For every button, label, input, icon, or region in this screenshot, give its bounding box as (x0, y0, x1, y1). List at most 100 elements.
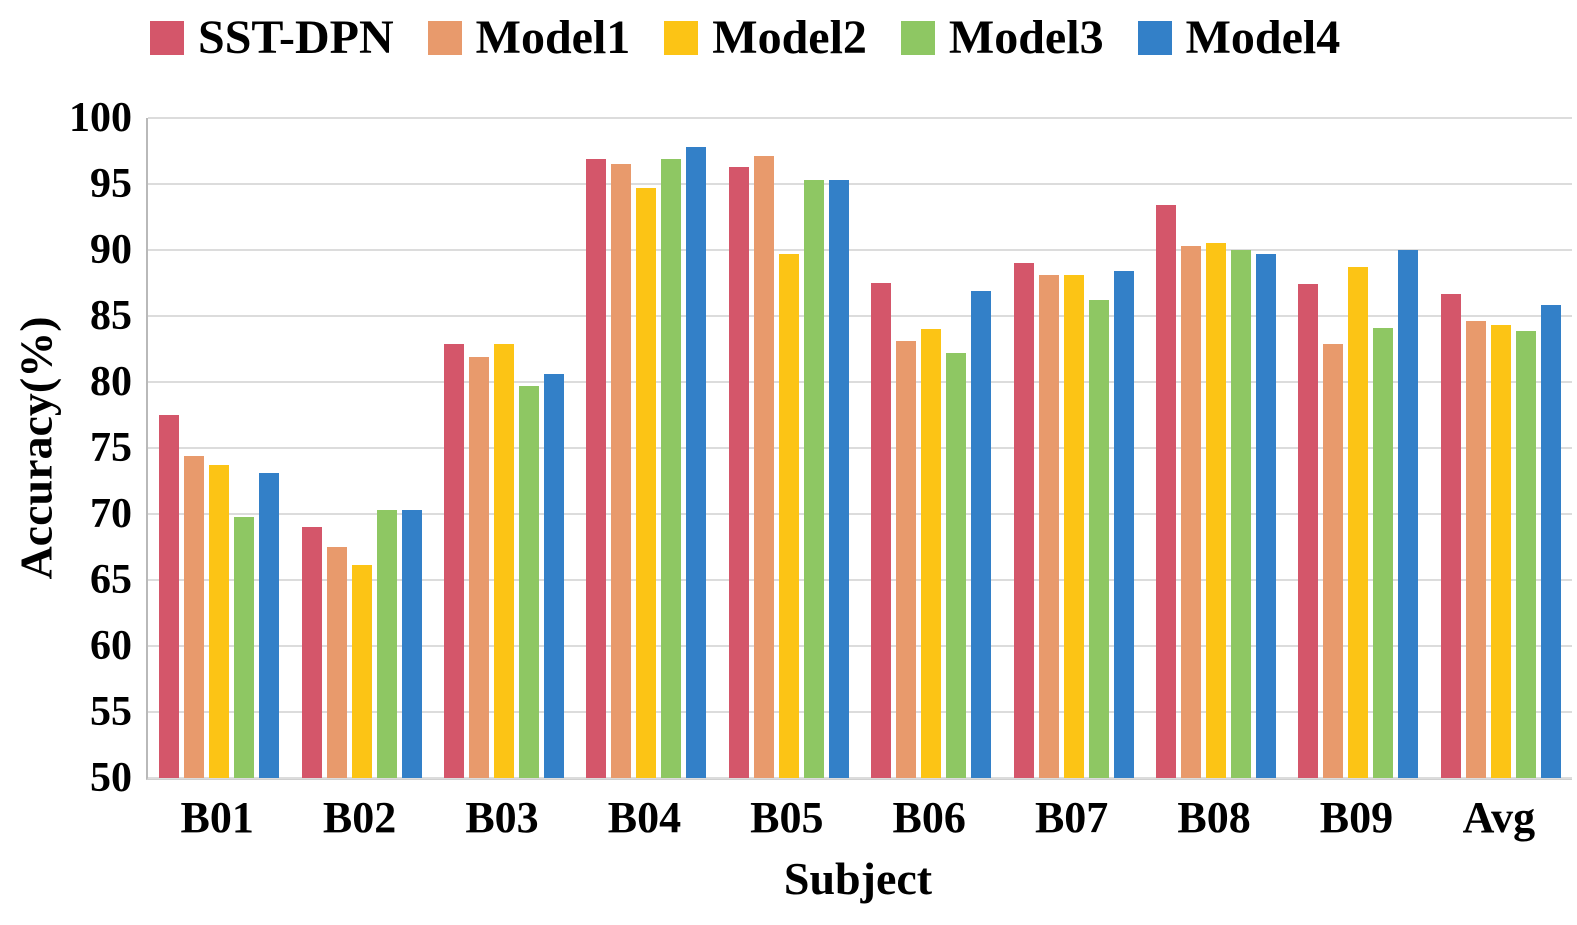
bar-model3-b02 (376, 510, 397, 778)
y-tick-label: 80 (90, 359, 132, 405)
gridline (148, 381, 1572, 383)
bar-model4-b08 (1256, 253, 1277, 778)
bar-group-b09 (1287, 118, 1429, 778)
bar-model1-b03 (469, 356, 490, 778)
x-tick-label: B07 (1034, 793, 1109, 842)
y-tick-label: 55 (90, 689, 132, 735)
bar-model4-b06 (971, 290, 992, 778)
bar-group-b03 (433, 118, 575, 778)
y-tick-label: 95 (90, 161, 132, 207)
gridline (148, 183, 1572, 185)
y-axis-tick-labels: 100 95 90 85 80 75 70 65 60 55 50 (0, 97, 132, 799)
bar-model2-b02 (351, 565, 372, 778)
bar-model3-b03 (519, 385, 540, 778)
bar-model4-b03 (544, 374, 565, 778)
bar-model2-b07 (1063, 275, 1084, 778)
gridline (148, 645, 1572, 647)
bar-sst-dpn-b09 (1298, 284, 1319, 778)
bar-model4-b05 (828, 180, 849, 778)
bar-model2-b05 (778, 253, 799, 778)
bar-group-b04 (575, 118, 717, 778)
gridline (148, 249, 1572, 251)
bar-sst-dpn-b02 (301, 527, 322, 778)
bar-model1-b08 (1181, 246, 1202, 778)
legend-label: Model3 (948, 11, 1104, 64)
bar-model3-b08 (1231, 250, 1252, 778)
bar-model2-b04 (636, 187, 657, 778)
legend-item: Model1 (427, 11, 631, 65)
x-tick-label: B05 (750, 793, 824, 842)
chart-legend: SST-DPN Model1 Model2 Model3 Model4 (150, 11, 1341, 65)
bar-model3-b01 (234, 516, 255, 778)
x-tick-label: B03 (465, 793, 539, 842)
bar-model2-b08 (1206, 243, 1227, 778)
bar-model3-avg (1515, 330, 1536, 778)
bar-model3-b04 (661, 158, 682, 778)
gridline (148, 117, 1572, 119)
legend-item: Model4 (1137, 11, 1341, 65)
bar-model1-avg (1465, 321, 1486, 778)
bar-model4-b04 (686, 147, 707, 778)
bar-model1-b01 (184, 455, 205, 778)
x-tick-label: Avg (1462, 793, 1536, 842)
bar-model4-b07 (1113, 271, 1134, 778)
legend-label: Model4 (1185, 11, 1341, 64)
gridline (148, 579, 1572, 581)
x-tick-label: B08 (1177, 793, 1251, 842)
bar-group-b07 (1002, 118, 1144, 778)
bar-sst-dpn-avg (1440, 293, 1461, 778)
x-tick-label: B02 (322, 793, 397, 842)
bar-model2-b09 (1348, 267, 1369, 778)
gridline (148, 777, 1572, 779)
y-tick-label: 90 (90, 227, 132, 273)
legend-swatch-icon (1137, 21, 1172, 56)
bar-sst-dpn-b08 (1156, 205, 1177, 778)
x-tick-label: B09 (1319, 793, 1394, 842)
legend-item: Model3 (900, 11, 1104, 65)
gridline (148, 711, 1572, 713)
bar-model4-avg (1540, 305, 1561, 778)
legend-swatch-icon (427, 21, 462, 56)
gridline (148, 513, 1572, 515)
gridline (148, 447, 1572, 449)
bar-model1-b07 (1038, 275, 1059, 778)
bar-model4-b09 (1398, 250, 1419, 778)
bar-model4-b01 (259, 473, 280, 778)
bar-model2-b03 (494, 343, 515, 778)
bar-group-b01 (148, 118, 290, 778)
y-tick-label: 70 (90, 491, 132, 537)
x-tick-label: B06 (892, 793, 966, 842)
bar-group-b06 (860, 118, 1002, 778)
y-tick-label: 100 (69, 95, 132, 141)
legend-item: SST-DPN (150, 11, 394, 65)
bar-group-b08 (1145, 118, 1287, 778)
bar-group-b05 (718, 118, 860, 778)
bar-sst-dpn-b05 (728, 166, 749, 778)
bar-model2-b01 (209, 465, 230, 778)
y-tick-label: 65 (90, 557, 132, 603)
bar-model1-b05 (753, 156, 774, 778)
bar-model2-avg (1490, 325, 1511, 778)
bar-model4-b02 (401, 510, 422, 778)
legend-label: Model1 (475, 11, 631, 64)
bar-model1-b09 (1323, 343, 1344, 778)
legend-swatch-icon (150, 21, 184, 56)
bar-model1-b06 (896, 341, 917, 778)
x-tick-label: B01 (180, 793, 254, 842)
bar-model3-b07 (1088, 300, 1109, 778)
y-tick-label: 50 (90, 755, 132, 801)
bar-model3-b05 (803, 180, 824, 778)
bar-model3-b06 (946, 352, 967, 778)
bar-model3-b09 (1373, 327, 1394, 778)
gridline (148, 315, 1572, 317)
bar-model1-b02 (326, 547, 347, 778)
bar-group-b02 (290, 118, 432, 778)
legend-swatch-icon (664, 21, 699, 56)
y-tick-label: 60 (90, 623, 132, 669)
y-tick-label: 75 (90, 425, 132, 471)
legend-label: Model2 (712, 11, 867, 64)
bar-sst-dpn-b01 (159, 415, 180, 778)
bar-model2-b06 (921, 329, 942, 778)
bar-sst-dpn-b03 (444, 343, 465, 778)
